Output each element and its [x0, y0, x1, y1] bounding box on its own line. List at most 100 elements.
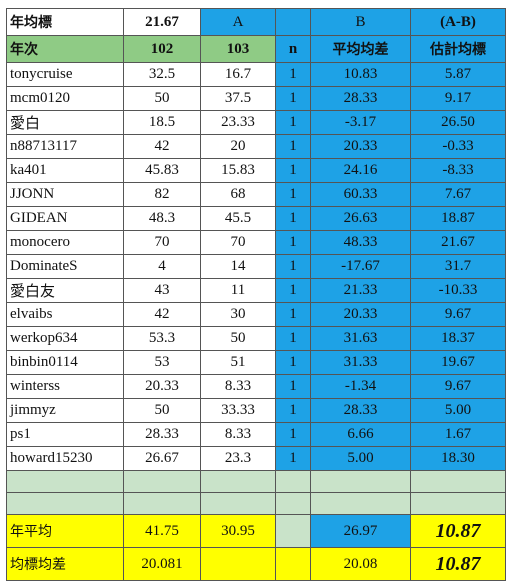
cell: 30.95	[200, 514, 276, 548]
cell: 1	[275, 326, 311, 351]
cell: 1.67	[410, 422, 506, 447]
cell	[123, 492, 201, 515]
data-row: 愛白 18.5 23.33 1 -3.17 26.50	[6, 110, 506, 135]
cell: 16.7	[200, 62, 276, 87]
cell: 估計均標	[410, 35, 506, 63]
cell: A	[200, 8, 276, 36]
data-row: jimmyz 50 33.33 1 28.33 5.00	[6, 398, 506, 423]
cell: 5.87	[410, 62, 506, 87]
cell: 43	[123, 278, 201, 303]
cell: mcm0120	[6, 86, 124, 111]
cell: 愛白友	[6, 278, 124, 303]
data-row: monocero 70 70 1 48.33 21.67	[6, 230, 506, 255]
cell: 42	[123, 302, 201, 327]
cell: 8.33	[200, 422, 276, 447]
column-row: 年次 102 103 n 平均均差 估計均標	[6, 35, 506, 63]
cell: 5.00	[310, 446, 411, 471]
cell: 21.67	[410, 230, 506, 255]
data-row: werkop634 53.3 50 1 31.63 18.37	[6, 326, 506, 351]
cell: 1	[275, 110, 311, 135]
data-row: n88713117 42 20 1 20.33 -0.33	[6, 134, 506, 159]
cell: 26.63	[310, 206, 411, 231]
cell	[200, 492, 276, 515]
cell: 31.33	[310, 350, 411, 375]
cell	[6, 492, 124, 515]
cell: 4	[123, 254, 201, 279]
cell: 1	[275, 182, 311, 207]
cell: 1	[275, 254, 311, 279]
cell: howard15230	[6, 446, 124, 471]
cell	[200, 470, 276, 493]
data-row: mcm0120 50 37.5 1 28.33 9.17	[6, 86, 506, 111]
cell: 20.33	[310, 302, 411, 327]
cell: tonycruise	[6, 62, 124, 87]
cell: 20.33	[123, 374, 201, 399]
cell: 10.87	[410, 514, 506, 548]
data-row: DominateS 4 14 1 -17.67 31.7	[6, 254, 506, 279]
cell: 26.50	[410, 110, 506, 135]
cell: 45.83	[123, 158, 201, 183]
data-row: 愛白友 43 11 1 21.33 -10.33	[6, 278, 506, 303]
data-row: winterss 20.33 8.33 1 -1.34 9.67	[6, 374, 506, 399]
cell: 102	[123, 35, 201, 63]
cell: n	[275, 35, 311, 63]
cell: 48.33	[310, 230, 411, 255]
cell: 愛白	[6, 110, 124, 135]
cell: 24.16	[310, 158, 411, 183]
cell: winterss	[6, 374, 124, 399]
cell: 28.33	[123, 422, 201, 447]
cell: 20	[200, 134, 276, 159]
cell: 103	[200, 35, 276, 63]
blank-row	[6, 470, 506, 493]
cell: elvaibs	[6, 302, 124, 327]
deviation-row: 均標均差 20.081 20.08 10.87	[6, 547, 506, 581]
cell: 年均標	[6, 8, 124, 36]
cell: 21.33	[310, 278, 411, 303]
cell: 28.33	[310, 86, 411, 111]
cell: 41.75	[123, 514, 201, 548]
cell: 1	[275, 446, 311, 471]
cell: 9.67	[410, 374, 506, 399]
cell: 14	[200, 254, 276, 279]
cell: 60.33	[310, 182, 411, 207]
cell: 1	[275, 398, 311, 423]
cell: -1.34	[310, 374, 411, 399]
cell: 1	[275, 230, 311, 255]
cell: monocero	[6, 230, 124, 255]
spreadsheet: 年均標 21.67 A B (A-B) 年次 102 103 n 平均均差 估計…	[6, 8, 506, 581]
cell: 20.33	[310, 134, 411, 159]
cell: 1	[275, 350, 311, 375]
data-row: howard15230 26.67 23.3 1 5.00 18.30	[6, 446, 506, 471]
cell	[310, 470, 411, 493]
cell: 8.33	[200, 374, 276, 399]
cell: 7.67	[410, 182, 506, 207]
cell: JJONN	[6, 182, 124, 207]
cell	[410, 492, 506, 515]
cell: 19.67	[410, 350, 506, 375]
cell: 平均均差	[310, 35, 411, 63]
cell: 1	[275, 374, 311, 399]
cell: 82	[123, 182, 201, 207]
data-row: ka401 45.83 15.83 1 24.16 -8.33	[6, 158, 506, 183]
cell	[6, 470, 124, 493]
cell: 42	[123, 134, 201, 159]
cell: 1	[275, 302, 311, 327]
data-row: elvaibs 42 30 1 20.33 9.67	[6, 302, 506, 327]
cell: 48.3	[123, 206, 201, 231]
cell: 9.17	[410, 86, 506, 111]
cell: 1	[275, 278, 311, 303]
cell: 53.3	[123, 326, 201, 351]
data-row: binbin0114 53 51 1 31.33 19.67	[6, 350, 506, 375]
cell: n88713117	[6, 134, 124, 159]
cell: 年次	[6, 35, 124, 63]
cell: 18.30	[410, 446, 506, 471]
cell: 26.67	[123, 446, 201, 471]
cell: 10.87	[410, 547, 506, 581]
average-row: 年平均 41.75 30.95 26.97 10.87	[6, 514, 506, 548]
header-row: 年均標 21.67 A B (A-B)	[6, 8, 506, 36]
cell	[410, 470, 506, 493]
cell: 5.00	[410, 398, 506, 423]
cell: 26.97	[310, 514, 411, 548]
cell: 33.33	[200, 398, 276, 423]
